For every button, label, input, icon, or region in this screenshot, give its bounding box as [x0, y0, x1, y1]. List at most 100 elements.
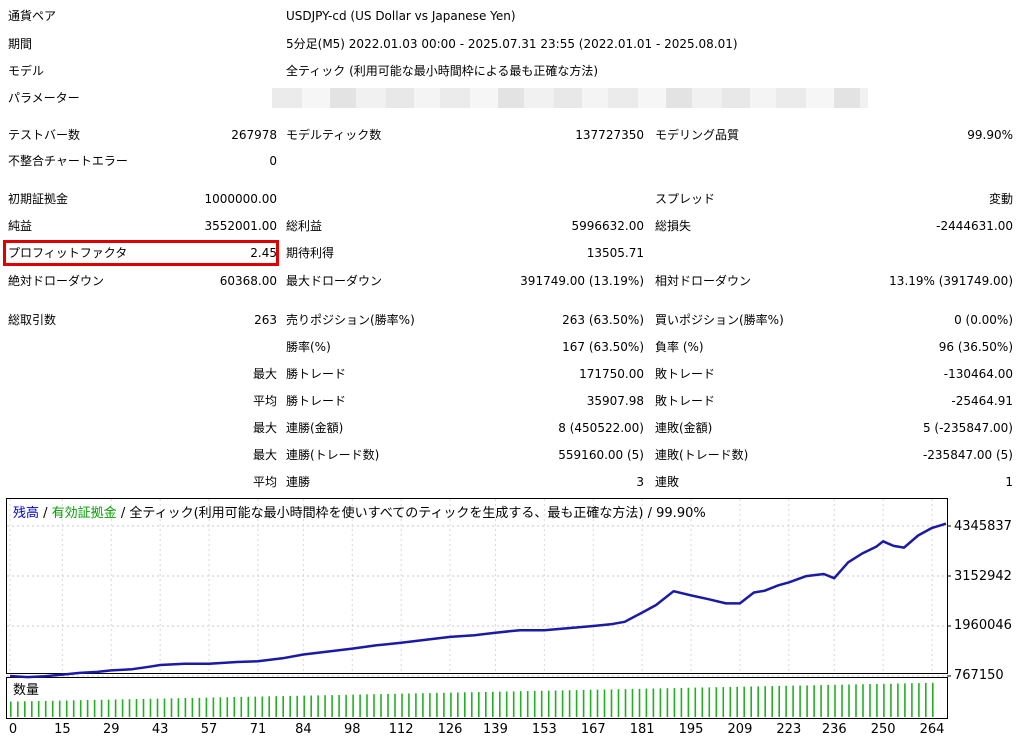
- volume-bar: [282, 696, 284, 717]
- volume-bar: [156, 698, 159, 717]
- max-drawdown-value: 391749.00 (13.19%): [520, 274, 644, 288]
- loss-rate-label: 負率 (%): [655, 340, 704, 354]
- volume-bar: [869, 684, 871, 717]
- volume-bar: [359, 694, 361, 717]
- volume-bar: [638, 688, 641, 717]
- volume-bar: [324, 695, 326, 717]
- long-positions-label: 買いポジション(勝率%): [655, 313, 784, 327]
- volume-bar: [547, 690, 550, 717]
- gross-profit-label: 総利益: [286, 219, 323, 233]
- volume-bar: [471, 692, 473, 717]
- volume-bar: [310, 695, 312, 717]
- volume-bar: [785, 685, 787, 717]
- x-tick-label: 195: [678, 722, 704, 737]
- volume-bar: [37, 701, 40, 717]
- balance-line: [9, 522, 947, 679]
- volume-bar: [247, 696, 250, 717]
- volume-bar: [289, 695, 291, 717]
- redacted-block: [638, 88, 666, 108]
- volume-bar: [827, 684, 829, 717]
- volume-bar: [303, 695, 305, 717]
- redacted-block: [414, 88, 440, 108]
- cons-win-count-label: 連勝(トレード数): [286, 448, 380, 462]
- volume-bar: [715, 687, 718, 717]
- symbol-value: USDJPY-cd (US Dollar vs Japanese Yen): [286, 9, 516, 23]
- volume-bar: [855, 684, 857, 717]
- x-tick-label: 57: [200, 722, 218, 737]
- volume-bar: [261, 696, 264, 717]
- x-tick-label: 112: [388, 722, 414, 737]
- volume-bar: [443, 692, 445, 717]
- volume-bar: [317, 695, 319, 717]
- volume-bar: [589, 689, 592, 717]
- volume-bar: [512, 691, 515, 717]
- avg-loss-label: 敗トレード: [655, 394, 716, 408]
- volume-bar: [701, 687, 704, 717]
- volume-bar: [345, 694, 347, 717]
- volume-bar: [331, 695, 333, 717]
- redacted-block: [582, 88, 608, 108]
- x-tick-label: 250: [870, 722, 896, 737]
- bars-value: 267978: [231, 128, 277, 142]
- spread-value: 変動: [988, 192, 1013, 206]
- avg-win-label: 勝トレード: [286, 394, 347, 408]
- x-tick-label: 15: [54, 722, 71, 737]
- volume-bar: [93, 699, 96, 717]
- parameters-label: パラメーター: [8, 91, 80, 105]
- volume-bar: [58, 700, 61, 717]
- x-tick-label: 167: [580, 722, 606, 737]
- volume-bar: [436, 692, 438, 717]
- volume-bar: [254, 696, 257, 717]
- balance-chart-frame: [6, 498, 948, 674]
- volume-bar: [603, 689, 606, 717]
- volume-bar: [904, 683, 906, 717]
- legend-equity: 有効証拠金: [51, 506, 117, 521]
- x-tick-label: 209: [727, 722, 753, 737]
- redacted-block: [440, 88, 470, 108]
- volume-bar: [429, 693, 431, 717]
- mismatch-value: 0: [269, 154, 277, 168]
- volume-bar: [617, 689, 620, 717]
- volume-bar: [743, 686, 745, 717]
- x-tick-label: 0: [8, 722, 18, 737]
- redacted-block: [524, 88, 554, 108]
- redacted-block: [498, 88, 524, 108]
- long-positions-value: 0 (0.00%): [954, 313, 1013, 327]
- max-loss-label: 敗トレード: [655, 367, 716, 381]
- redacted-block: [860, 88, 868, 108]
- expected-payoff-label: 期待利得: [286, 246, 335, 260]
- cons-win-amount-label: 連勝(金額): [286, 421, 344, 435]
- volume-bar: [51, 700, 54, 717]
- abs-drawdown-value: 60368.00: [219, 274, 277, 288]
- y-tick-label: 1960046: [954, 618, 1012, 633]
- x-tick-label: 264: [919, 722, 945, 737]
- rel-drawdown-value: 13.19% (391749.00): [889, 274, 1013, 288]
- redacted-block: [750, 88, 776, 108]
- cons-win-count-value: 559160.00 (5): [558, 448, 644, 462]
- max-row-label-2: 最大: [252, 421, 277, 435]
- legend-balance: 残高: [13, 506, 40, 521]
- volume-bar: [485, 691, 487, 717]
- volume-bar: [17, 701, 19, 717]
- volume-bar: [897, 683, 899, 717]
- cons-loss-amount-label: 連敗(金額): [655, 421, 713, 435]
- max-row-label-3: 最大: [252, 448, 277, 462]
- avg-row-label-2: 平均: [252, 475, 277, 489]
- volume-bar: [373, 694, 375, 717]
- volume-bar: [450, 692, 452, 717]
- volume-bar: [918, 683, 920, 717]
- volume-bar: [10, 701, 12, 717]
- volume-bar: [198, 697, 201, 717]
- volume-bar: [820, 685, 822, 717]
- rel-drawdown-label: 相対ドローダウン: [655, 274, 752, 288]
- volume-bar: [233, 697, 236, 717]
- volume-bar: [862, 684, 864, 717]
- volume-bar: [813, 685, 815, 717]
- volume-bar: [149, 698, 152, 717]
- volume-bar: [932, 682, 934, 717]
- mismatch-label: 不整合チャートエラー: [8, 154, 128, 168]
- volume-bar: [79, 700, 82, 717]
- short-positions-label: 売りポジション(勝率%): [286, 313, 415, 327]
- volume-bar: [750, 686, 752, 717]
- redacted-block: [302, 88, 330, 108]
